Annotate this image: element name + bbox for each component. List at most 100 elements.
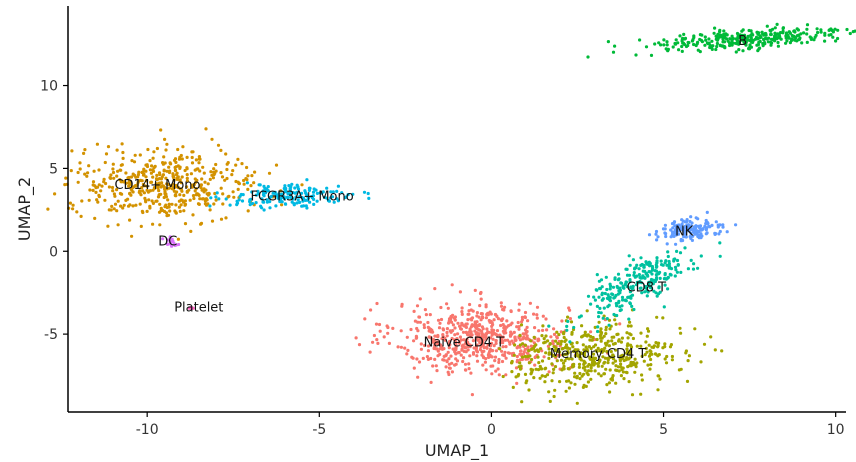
data-point <box>501 323 505 327</box>
data-point <box>647 354 652 358</box>
data-point <box>185 155 189 159</box>
data-point <box>414 334 418 338</box>
data-point <box>179 198 183 202</box>
data-point <box>472 346 476 350</box>
data-point <box>244 177 248 181</box>
data-point <box>83 148 87 152</box>
data-point <box>567 367 571 371</box>
data-point <box>215 191 219 195</box>
data-point <box>666 275 671 279</box>
data-point <box>178 178 182 182</box>
data-point <box>722 29 726 33</box>
data-point <box>327 199 331 203</box>
data-point <box>621 298 625 302</box>
data-point <box>185 185 189 189</box>
data-point <box>564 338 568 342</box>
data-point <box>111 167 115 171</box>
data-point <box>570 357 574 361</box>
data-point <box>111 162 115 166</box>
data-point <box>532 335 536 339</box>
data-point <box>386 325 390 330</box>
data-point <box>271 191 275 195</box>
data-point <box>561 361 566 365</box>
data-point <box>165 182 169 186</box>
data-point <box>185 179 189 183</box>
data-point <box>773 26 777 30</box>
data-point <box>145 163 149 167</box>
data-point <box>647 282 651 287</box>
data-point <box>457 350 461 355</box>
data-point <box>210 219 215 223</box>
data-point <box>616 292 620 296</box>
data-point <box>678 326 682 330</box>
data-point <box>434 364 438 368</box>
data-point <box>445 360 449 364</box>
data-point <box>692 262 696 266</box>
data-point <box>469 371 473 375</box>
data-point <box>488 336 493 340</box>
data-point <box>607 344 612 348</box>
data-point <box>430 330 434 334</box>
data-point <box>503 350 507 354</box>
data-point <box>477 315 481 319</box>
data-point <box>812 38 816 42</box>
data-point <box>448 318 452 322</box>
data-point <box>725 33 729 37</box>
data-point <box>510 339 514 343</box>
data-point <box>405 352 409 356</box>
data-point <box>282 186 286 191</box>
data-point <box>792 29 796 33</box>
data-point <box>784 41 788 45</box>
data-point <box>721 225 725 229</box>
data-point <box>174 203 178 207</box>
data-point <box>436 354 440 358</box>
data-point <box>456 321 460 325</box>
data-point <box>295 183 299 187</box>
data-point <box>523 372 528 376</box>
data-point <box>512 330 516 334</box>
data-point <box>403 346 407 350</box>
data-point <box>236 187 240 191</box>
data-point <box>627 273 632 277</box>
data-point <box>513 343 517 347</box>
data-point <box>591 352 596 356</box>
data-point <box>537 361 541 365</box>
data-point <box>611 361 615 365</box>
data-point <box>630 393 635 397</box>
data-point <box>578 357 582 361</box>
data-point <box>122 203 126 207</box>
data-point <box>658 377 662 381</box>
data-point <box>436 349 440 353</box>
data-point <box>698 50 702 54</box>
data-point <box>634 53 638 57</box>
data-point <box>625 284 629 289</box>
data-point <box>478 347 482 352</box>
data-point <box>436 342 440 346</box>
data-point <box>412 309 416 313</box>
data-point <box>124 198 128 202</box>
data-point <box>602 372 606 376</box>
cluster-nk-points <box>647 210 738 246</box>
data-point <box>94 190 98 194</box>
data-point <box>593 369 597 373</box>
data-point <box>670 358 675 362</box>
data-point <box>168 235 172 239</box>
data-point <box>170 187 174 191</box>
data-point <box>699 232 703 236</box>
data-point <box>500 359 505 364</box>
data-point <box>657 286 661 290</box>
data-point <box>718 229 722 234</box>
data-point <box>711 44 715 48</box>
data-point <box>665 242 669 246</box>
data-point <box>130 159 134 163</box>
data-point <box>554 339 558 343</box>
data-point <box>678 34 682 38</box>
cluster-label-dc: DC <box>158 234 177 249</box>
data-point <box>608 298 612 302</box>
data-point <box>157 182 162 186</box>
data-point <box>494 332 498 336</box>
data-point <box>221 192 225 196</box>
data-point <box>642 359 646 363</box>
data-point <box>191 184 195 188</box>
